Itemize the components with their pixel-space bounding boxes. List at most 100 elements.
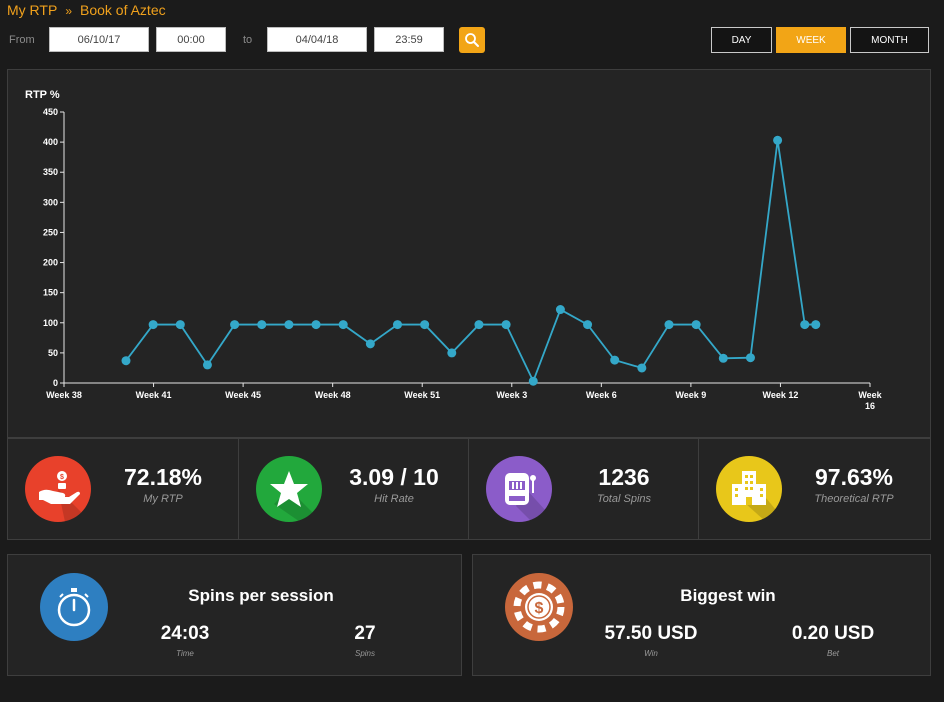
stat-icon-circle: [256, 456, 322, 522]
x-tick-label: Week 38: [46, 390, 82, 400]
slot-machine-icon: [505, 473, 552, 522]
data-point: [365, 339, 375, 349]
biggest-bet-label: Bet: [826, 649, 839, 658]
to-date-input[interactable]: [267, 27, 367, 52]
biggest-win-value: 57.50 USD: [604, 623, 698, 644]
y-tick-label: 350: [43, 167, 58, 177]
stat-hit-rate: 3.09 / 10 Hit Rate: [238, 439, 468, 539]
casino-building-icon: [732, 471, 782, 522]
session-title: Spins per session: [188, 586, 334, 605]
data-point: [811, 320, 821, 330]
breadcrumb-root-link[interactable]: My RTP: [7, 2, 58, 18]
x-tick-label: Week 6: [586, 390, 617, 400]
stat-value: 97.63%: [814, 464, 893, 490]
rtp-line-chart: RTP % 0 50 100 150 200 250 300 350 400 450 Week 38 W…: [25, 89, 883, 411]
breadcrumb: My RTP » Book of Aztec: [7, 2, 166, 18]
stopwatch-icon: [57, 588, 91, 627]
session-time-value: 24:03: [160, 623, 210, 644]
from-label: From: [9, 34, 35, 46]
biggest-win-panel: $ Biggest win 57.50 USD Win 0.20 USD Bet: [472, 554, 931, 676]
from-time-input[interactable]: [156, 27, 226, 52]
data-point: [447, 348, 457, 358]
session-spins-label: Spins: [354, 649, 375, 658]
stat-my-rtp: $ 72.18% My RTP: [8, 439, 238, 539]
stat-label: Hit Rate: [374, 493, 414, 505]
period-week-button[interactable]: WEEK: [776, 27, 846, 53]
x-tick-label: Week: [858, 390, 882, 400]
data-point: [555, 305, 565, 315]
data-point: [311, 320, 321, 330]
y-tick-label: 250: [43, 227, 58, 237]
session-icon-circle: [40, 573, 108, 641]
x-tick-label: 16: [865, 401, 875, 411]
stat-label: Theoretical RTP: [814, 493, 894, 505]
x-tick-label: Week 48: [315, 390, 351, 400]
data-point: [121, 356, 131, 366]
x-tick-label: Week 45: [225, 390, 261, 400]
data-point: [284, 320, 294, 330]
stat-icon-circle: [716, 456, 782, 522]
session-spins-value: 27: [354, 623, 376, 644]
y-tick-label: 0: [53, 378, 58, 388]
search-button[interactable]: [459, 27, 485, 53]
x-tick-label: Week 51: [404, 390, 440, 400]
period-month-button[interactable]: MONTH: [850, 27, 929, 53]
data-point: [800, 320, 810, 330]
stat-value: 3.09 / 10: [349, 464, 439, 490]
y-tick-label: 400: [43, 137, 58, 147]
x-tick-label: Week 41: [136, 390, 172, 400]
x-tick-label: Week 12: [763, 390, 799, 400]
y-tick-label: 200: [43, 258, 58, 268]
y-tick-label: 450: [43, 107, 58, 117]
data-point: [501, 320, 511, 330]
stat-icon-circle: $: [25, 456, 91, 522]
data-point: [257, 320, 267, 330]
data-point: [230, 320, 240, 330]
y-tick-label: 150: [43, 288, 58, 298]
breadcrumb-current: Book of Aztec: [80, 2, 166, 18]
stat-label: My RTP: [143, 493, 183, 505]
data-point: [637, 363, 647, 373]
biggest-icon-circle: $: [505, 573, 573, 641]
data-point: [664, 320, 674, 330]
to-time-input[interactable]: [374, 27, 444, 52]
y-tick-label: 300: [43, 197, 58, 207]
y-tick-label: 50: [48, 348, 58, 358]
data-point: [610, 355, 620, 365]
date-filter-bar: From to DAY WEEK MONTH: [0, 27, 944, 55]
data-point: [393, 320, 402, 330]
spins-per-session-panel: Spins per session 24:03 Time 27 Spins: [7, 554, 462, 676]
to-label: to: [243, 34, 253, 46]
data-point: [474, 320, 484, 330]
data-point: [718, 353, 728, 363]
rtp-chart-panel: RTP % 0 50 100 150 200 250 300 350 400 450 Week 38 W…: [7, 69, 931, 438]
biggest-title: Biggest win: [680, 586, 776, 605]
x-tick-label: Week 3: [496, 390, 527, 400]
data-point: [773, 135, 783, 145]
y-axis-title: RTP %: [25, 89, 60, 101]
period-day-button[interactable]: DAY: [711, 27, 772, 53]
hand-coin-icon: $: [39, 471, 91, 522]
y-tick-label: 100: [43, 318, 58, 328]
stats-row: $ 72.18% My RTP 3.09 / 10 Hit Rate: [7, 438, 931, 540]
data-point: [202, 360, 212, 370]
data-point: [691, 320, 701, 330]
svg-text:$: $: [60, 474, 64, 481]
search-icon: [465, 33, 479, 47]
casino-chip-icon: $: [513, 581, 565, 633]
biggest-bet-value: 0.20 USD: [791, 623, 875, 644]
star-icon: [270, 471, 322, 522]
from-date-input[interactable]: [49, 27, 149, 52]
breadcrumb-separator: »: [65, 4, 72, 18]
svg-text:$: $: [535, 600, 544, 617]
biggest-win-label: Win: [644, 649, 658, 658]
data-point: [338, 320, 348, 330]
stat-value: 1236: [598, 464, 650, 490]
data-point: [175, 320, 185, 330]
series-line: [125, 140, 816, 384]
data-point: [420, 320, 430, 330]
stat-theoretical-rtp: 97.63% Theoretical RTP: [698, 439, 928, 539]
stat-total-spins: 1236 Total Spins: [468, 439, 698, 539]
x-tick-label: Week 9: [675, 390, 706, 400]
session-time-label: Time: [176, 649, 194, 658]
